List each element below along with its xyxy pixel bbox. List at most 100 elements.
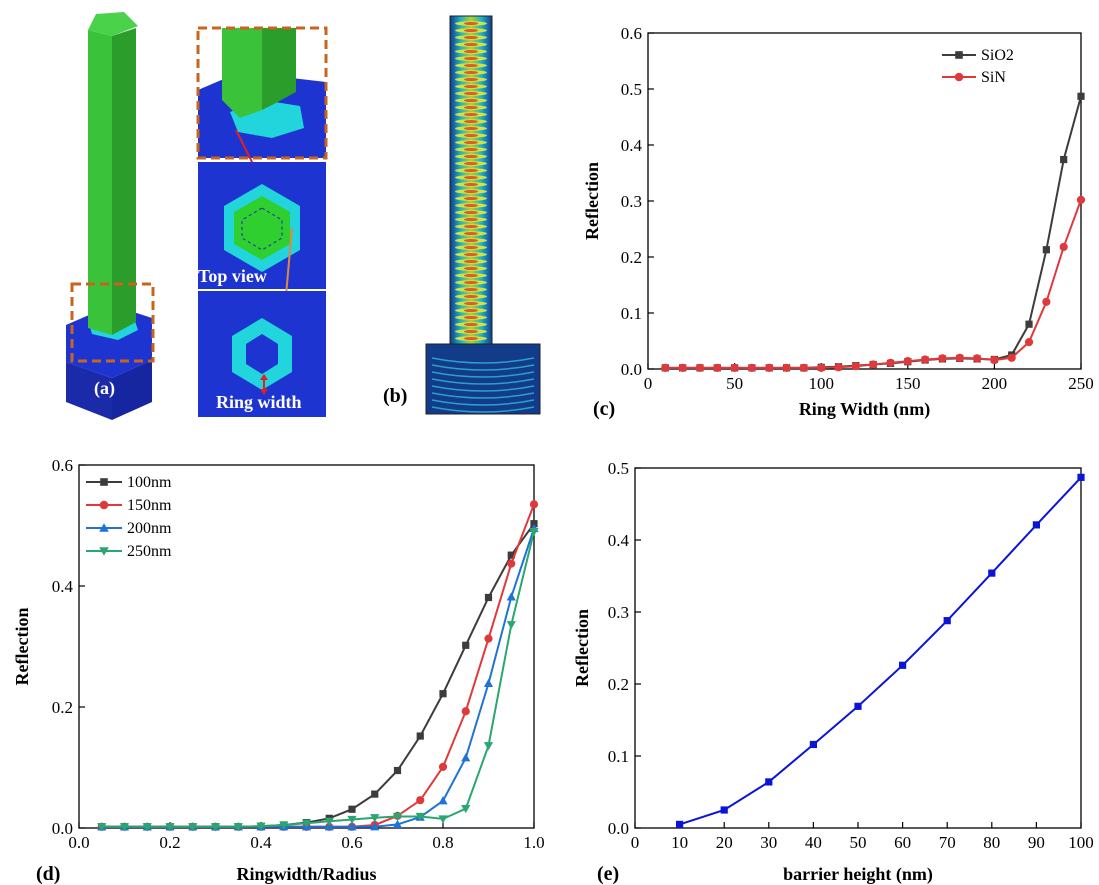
legend-marker: [99, 500, 109, 510]
x-tick-label: 0.8: [432, 833, 453, 852]
field-band-core: [464, 294, 478, 299]
y-tick-label: 0.3: [608, 603, 629, 622]
data-point: [301, 819, 312, 828]
data-point: [720, 806, 728, 814]
field-band-core: [464, 217, 478, 222]
field-band-core: [464, 105, 478, 110]
legend-marker: [954, 72, 964, 82]
data-point: [869, 360, 878, 369]
data-point: [1032, 521, 1040, 529]
data-point: [530, 520, 538, 528]
data-point: [817, 363, 826, 372]
legend-label: 100nm: [127, 474, 172, 491]
legend-entry: 100nm: [86, 474, 172, 491]
data-point: [483, 742, 494, 751]
field-arc: [431, 399, 535, 406]
field-band-core: [464, 56, 478, 61]
data-point: [903, 357, 912, 366]
field-arcs: [431, 357, 535, 413]
field-band-core: [464, 70, 478, 75]
x-tick-label: 30: [760, 833, 777, 852]
data-point: [1025, 320, 1033, 328]
field-band-core: [464, 35, 478, 40]
data-point: [484, 634, 493, 643]
y-tick-label: 0.6: [52, 456, 73, 475]
panel-a-label: (a): [94, 378, 115, 399]
data-point: [188, 823, 198, 832]
data-point: [506, 592, 516, 601]
data-point: [438, 815, 448, 824]
x-tick-label: 100: [1068, 833, 1094, 852]
field-arc: [431, 406, 535, 413]
field-bands: [455, 21, 487, 341]
data-point: [279, 821, 289, 830]
data-point: [142, 823, 152, 832]
x-tick-label: 250: [1068, 374, 1094, 393]
data-point: [972, 354, 982, 363]
data-point: [799, 363, 808, 372]
data-point: [461, 805, 471, 814]
field-band-core: [464, 84, 478, 89]
legend-label: 250nm: [127, 543, 172, 560]
zoom-wire-front: [222, 28, 262, 118]
field-band-core: [464, 280, 478, 285]
x-tick-label: 0.2: [159, 833, 180, 852]
field-arc: [431, 392, 535, 399]
data-point: [854, 702, 862, 710]
x-tick-label: 0.4: [250, 833, 272, 852]
panel-c-label: (c): [593, 398, 615, 420]
field-band-core: [464, 245, 478, 250]
ring-inner-hex: [246, 334, 278, 374]
y-tick-label: 0.3: [621, 192, 642, 211]
legend-label: SiN: [981, 69, 1006, 86]
field-arc: [431, 385, 535, 392]
field-band-core: [464, 287, 478, 292]
series-line: [665, 96, 1082, 369]
field-band-core: [464, 63, 478, 68]
y-tick-label: 0.6: [621, 24, 642, 43]
top-view-wire-hex: [234, 196, 290, 260]
data-point: [210, 823, 221, 832]
data-point: [416, 732, 424, 740]
legend-entry: SiO2: [942, 47, 1014, 64]
x-tick-label: 80: [983, 833, 1000, 852]
field-band-core: [464, 168, 478, 173]
data-point: [461, 753, 471, 762]
legend-label: SiO2: [981, 47, 1014, 64]
x-tick-label: 60: [894, 833, 911, 852]
legend-marker: [955, 51, 963, 59]
x-axis-label: Ring Width (nm): [799, 399, 930, 420]
data-point: [392, 819, 403, 828]
series-sio2: [661, 92, 1085, 372]
field-band-core: [464, 182, 478, 187]
data-point: [119, 823, 130, 832]
data-point: [851, 362, 860, 371]
data-point: [782, 363, 791, 372]
legend-label: 150nm: [127, 497, 172, 514]
data-point: [1024, 338, 1034, 347]
series-line: [676, 473, 1085, 828]
data-point: [809, 740, 817, 749]
data-point: [165, 823, 175, 832]
field-band-core: [464, 112, 478, 117]
x-tick-label: 50: [850, 833, 867, 852]
data-point: [678, 363, 687, 372]
zoom-wire-side: [262, 28, 296, 110]
field-band-core: [464, 203, 478, 208]
field-band-core: [464, 301, 478, 306]
data-point: [1007, 353, 1016, 362]
data-point: [529, 500, 539, 509]
x-tick-label: 0.0: [68, 833, 89, 852]
data-point: [661, 363, 670, 372]
y-tick-label: 0.2: [621, 248, 642, 267]
data-point: [347, 822, 357, 831]
data-point: [324, 817, 334, 826]
ring-width-arrow-top: [260, 374, 268, 380]
data-point: [461, 707, 470, 716]
data-point: [955, 353, 964, 362]
data-point: [899, 661, 907, 669]
series-100nm: [98, 520, 538, 831]
y-tick-label: 0.1: [608, 747, 629, 766]
legend-marker: [99, 523, 109, 532]
